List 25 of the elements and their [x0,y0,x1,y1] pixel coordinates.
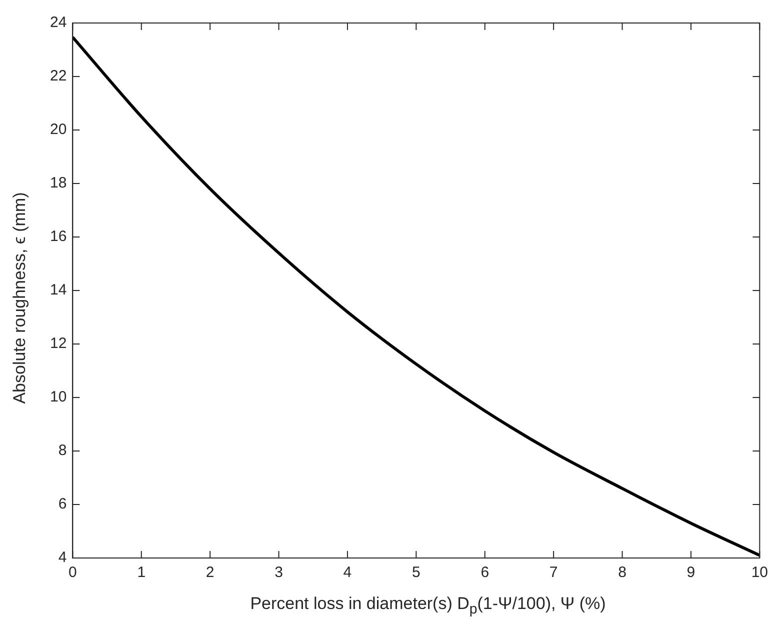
x-tick-label: 5 [412,564,420,582]
x-tick-label: 10 [751,564,768,582]
y-tick-label: 18 [50,174,67,192]
x-tick-label: 2 [206,564,214,582]
x-tick-label: 3 [274,564,283,582]
x-tick-label: 8 [618,564,626,582]
x-tick-label: 4 [343,564,352,582]
y-tick-label: 22 [50,68,67,85]
x-axis-title: Percent loss in diameter(s) D$_{p}$(1-Ψ/100), Ψ (%) [250,594,606,618]
y-tick-label: 8 [58,442,67,460]
y-tick-label: 10 [50,388,67,406]
y-tick-label: 16 [50,228,67,246]
y-tick-label: 6 [58,496,67,513]
y-axis-title: Absolute roughness, ϵ (mm) [10,192,30,404]
x-tick-label: 6 [480,564,490,582]
y-tick-label: 14 [50,282,67,299]
x-tick-label: 7 [549,564,558,582]
y-tick-label: 24 [50,14,67,32]
x-tick-label: 1 [137,564,146,582]
y-tick-label: 4 [58,549,67,566]
x-tick-label: 0 [68,564,77,582]
y-tick-label: 20 [50,121,67,138]
x-tick-label: 9 [686,564,696,582]
y-tick-label: 12 [50,335,67,352]
line-series [72,36,760,557]
